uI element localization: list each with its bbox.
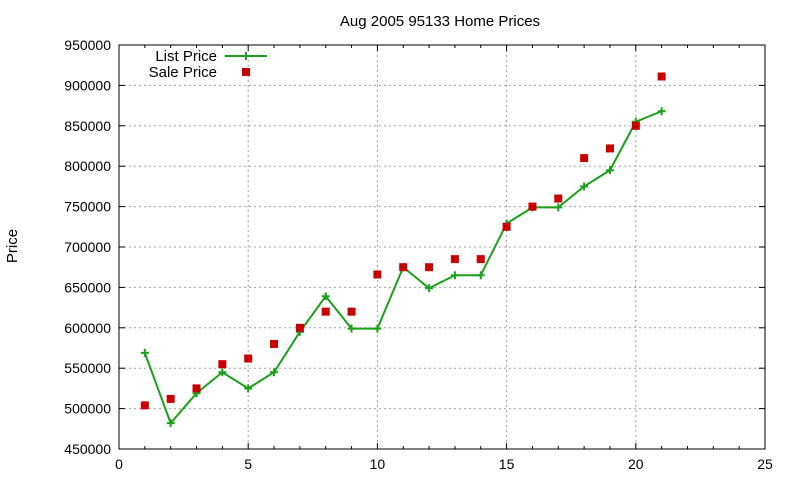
data-point-sale-price — [425, 263, 434, 272]
plot-frame — [118, 44, 766, 450]
chart-title: Aug 2005 95133 Home Prices — [340, 13, 540, 30]
data-point-list-price — [425, 284, 434, 293]
data-point-list-price — [218, 368, 227, 377]
data-point-sale-price — [295, 323, 304, 332]
data-point-list-price — [270, 368, 279, 377]
y-tick-label: 600000 — [64, 320, 111, 336]
data-point-list-price — [657, 107, 666, 116]
y-tick-label: 650000 — [64, 279, 111, 295]
axes: 0 5 10 15 20 25 450000 500000 550000 600000 650000… — [64, 37, 773, 472]
x-tick-label: 10 — [370, 456, 386, 472]
data-point-sale-price — [347, 307, 356, 316]
data-point-sale-price — [476, 255, 485, 264]
y-tick-label: 800000 — [64, 158, 111, 174]
data-point-sale-price — [502, 222, 511, 231]
legend-swatch-sale-price — [242, 68, 250, 76]
data-point-sale-price — [554, 194, 563, 203]
data-point-list-price — [605, 166, 614, 175]
data-point-list-price — [321, 292, 330, 301]
y-tick-label: 900000 — [64, 77, 111, 93]
y-tick-label: 550000 — [64, 360, 111, 376]
data-point-list-price — [166, 419, 175, 428]
data-point-sale-price — [450, 255, 459, 264]
data-point-list-price — [476, 271, 485, 280]
data-point-list-price — [244, 384, 253, 393]
data-point-sale-price — [399, 263, 408, 272]
x-tick-label: 5 — [244, 456, 252, 472]
data-point-sale-price — [192, 384, 201, 393]
data-point-list-price — [140, 348, 149, 357]
data-point-sale-price — [631, 121, 640, 130]
legend-label-list-price: List Price — [155, 48, 217, 65]
data-point-list-price — [554, 203, 563, 212]
data-point-sale-price — [244, 354, 253, 363]
data-point-list-price — [347, 324, 356, 333]
data-point-sale-price — [270, 339, 279, 348]
data-point-list-price — [373, 324, 382, 333]
legend-label-sale-price: Sale Price — [149, 64, 217, 81]
x-tick-label: 25 — [757, 456, 773, 472]
grid — [119, 45, 765, 449]
data-point-list-price — [580, 182, 589, 191]
y-tick-label: 450000 — [64, 441, 111, 457]
data-point-sale-price — [528, 202, 537, 211]
y-axis-label: Price — [4, 229, 21, 263]
x-tick-label: 15 — [499, 456, 515, 472]
x-tick-label: 20 — [628, 456, 644, 472]
data-point-sale-price — [166, 394, 175, 403]
data-point-sale-price — [373, 270, 382, 279]
data-point-sale-price — [605, 144, 614, 153]
data-point-sale-price — [140, 401, 149, 410]
data-point-sale-price — [321, 307, 330, 316]
y-tick-label: 750000 — [64, 199, 111, 215]
y-tick-label: 850000 — [64, 118, 111, 134]
data-point-list-price — [450, 271, 459, 280]
y-tick-label: 500000 — [64, 401, 111, 417]
y-tick-label: 950000 — [64, 37, 111, 53]
data-point-sale-price — [580, 154, 589, 163]
x-tick-label: 0 — [115, 456, 123, 472]
data-point-sale-price — [657, 72, 666, 81]
data-point-sale-price — [218, 360, 227, 369]
plot-area — [140, 72, 666, 428]
y-tick-label: 700000 — [64, 239, 111, 255]
